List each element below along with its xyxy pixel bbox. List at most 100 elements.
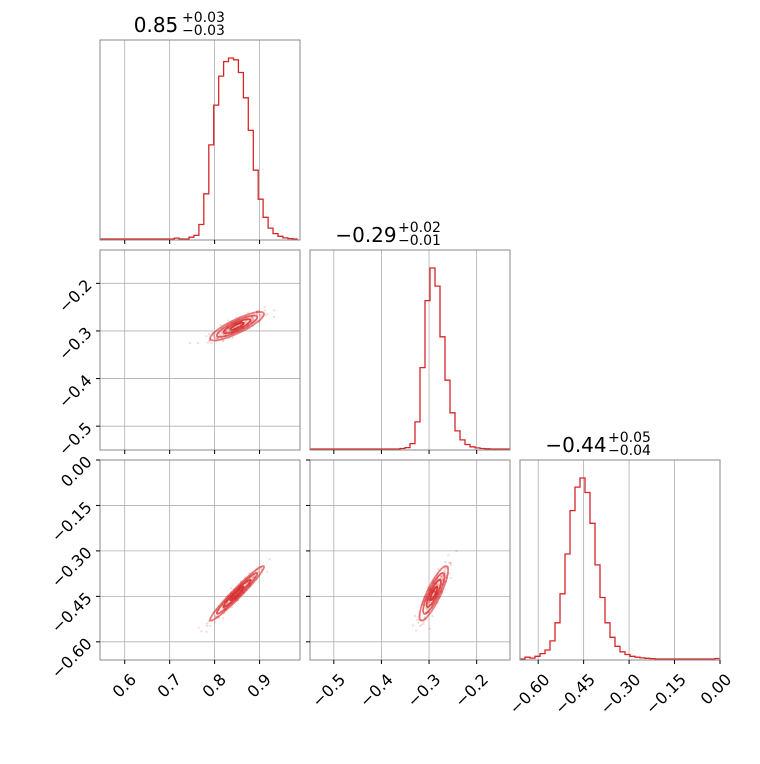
sample-point (444, 560, 447, 564)
panel-frame (309, 459, 511, 661)
sample-point (252, 316, 255, 319)
sample-point (206, 341, 209, 344)
sample-point (252, 576, 255, 579)
sample-point (220, 331, 223, 334)
scatter-layer (189, 306, 458, 633)
y-tick-label: −0.4 (55, 371, 96, 412)
sample-point (225, 330, 228, 333)
x-tick-label: −0.60 (505, 670, 553, 718)
sample-point (455, 549, 458, 553)
sample-point (437, 568, 440, 571)
sample-point (427, 601, 430, 605)
sample-point (449, 562, 452, 565)
sample-point (266, 312, 269, 316)
contour-level (418, 565, 450, 622)
y-tick-label: −0.3 (55, 323, 96, 364)
title-plus-error: +0.05 (608, 430, 651, 446)
title-minus-error: −0.03 (182, 23, 225, 39)
x-tick-label: −0.4 (356, 670, 397, 711)
x-tick-label: −0.3 (403, 670, 444, 711)
histogram-step-line (100, 57, 298, 240)
sample-point (444, 567, 447, 570)
sample-point (440, 575, 443, 579)
sample-point (205, 630, 208, 633)
title-minus-error: −0.04 (608, 443, 651, 459)
sample-point (251, 576, 254, 579)
x-tick-label: −0.15 (642, 670, 690, 718)
panel-frame (99, 249, 301, 451)
tick-marks (96, 240, 721, 664)
sample-point (415, 629, 418, 632)
sample-point (230, 587, 233, 590)
sample-point (441, 575, 444, 578)
sample-point (212, 336, 216, 339)
sample-point (264, 309, 267, 312)
sample-point (246, 311, 250, 314)
sample-point (272, 316, 275, 319)
x-tick-label: −0.45 (551, 670, 599, 718)
sample-point (205, 335, 208, 338)
histogram-step-line (310, 267, 510, 450)
sample-point (220, 332, 223, 335)
sample-point (449, 576, 452, 579)
y-tick-label: −0.60 (48, 634, 96, 682)
x-tick-label: 0.8 (198, 670, 229, 701)
y-tick-label: −0.30 (48, 543, 96, 591)
sample-point (214, 336, 217, 339)
panel-titles: 0.85 +0.03−0.03 −0.29 +0.02−0.01 −0.44 +0.05−… (134, 10, 651, 459)
sample-point (214, 615, 217, 618)
sample-point (437, 582, 440, 585)
grid-layer (100, 40, 721, 660)
contour-level (222, 578, 252, 608)
sample-point (260, 567, 263, 570)
sample-point (444, 572, 448, 575)
histogram-layer (100, 57, 720, 660)
y-tick-label: −0.2 (55, 276, 96, 317)
sample-point (259, 313, 262, 316)
panel-frame (309, 249, 511, 451)
sample-point (250, 316, 253, 320)
x-tick-label: 0.00 (697, 670, 736, 709)
contour-level (422, 571, 446, 615)
sample-point (448, 561, 451, 564)
sample-point (273, 309, 276, 312)
x-tick-label: 0.9 (243, 670, 274, 701)
sample-point (244, 321, 247, 324)
sample-point (251, 318, 254, 321)
sample-point (447, 554, 450, 557)
sample-point (449, 563, 452, 567)
sample-point (222, 617, 225, 620)
panel-title: −0.44 +0.05−0.04 (545, 430, 651, 459)
title-value: 0.85 (134, 13, 179, 37)
contour-level (222, 318, 252, 335)
title-plus-error: +0.03 (182, 10, 225, 26)
sample-point (414, 614, 417, 618)
sample-point (244, 320, 247, 323)
x-tick-label: 0.6 (109, 670, 140, 701)
panel-title: −0.29 +0.02−0.01 (335, 220, 441, 249)
sample-point (251, 317, 255, 320)
sample-point (428, 601, 431, 604)
sample-point (214, 337, 218, 340)
sample-point (259, 314, 262, 318)
x-tick-label: −0.5 (308, 670, 349, 711)
title-value: −0.29 (335, 223, 396, 247)
y-tick-label: −0.15 (48, 498, 96, 546)
sample-point (428, 627, 431, 631)
sample-point (197, 341, 200, 344)
sample-point (212, 334, 215, 337)
sample-point (428, 600, 431, 603)
histogram-step-line (520, 477, 720, 660)
sample-point (208, 339, 211, 342)
sample-point (428, 600, 431, 603)
contour-level (429, 585, 439, 601)
tick-labels: 0.6 0.7 0.8 0.9 −0.5 −0.4 −0.3 −0.2 −0.60−0.45−0… (48, 276, 736, 718)
sample-point (417, 621, 420, 624)
sample-point (257, 570, 261, 573)
sample-point (210, 342, 213, 345)
sample-point (419, 624, 422, 628)
contour-level (209, 310, 265, 342)
sample-point (208, 332, 211, 336)
